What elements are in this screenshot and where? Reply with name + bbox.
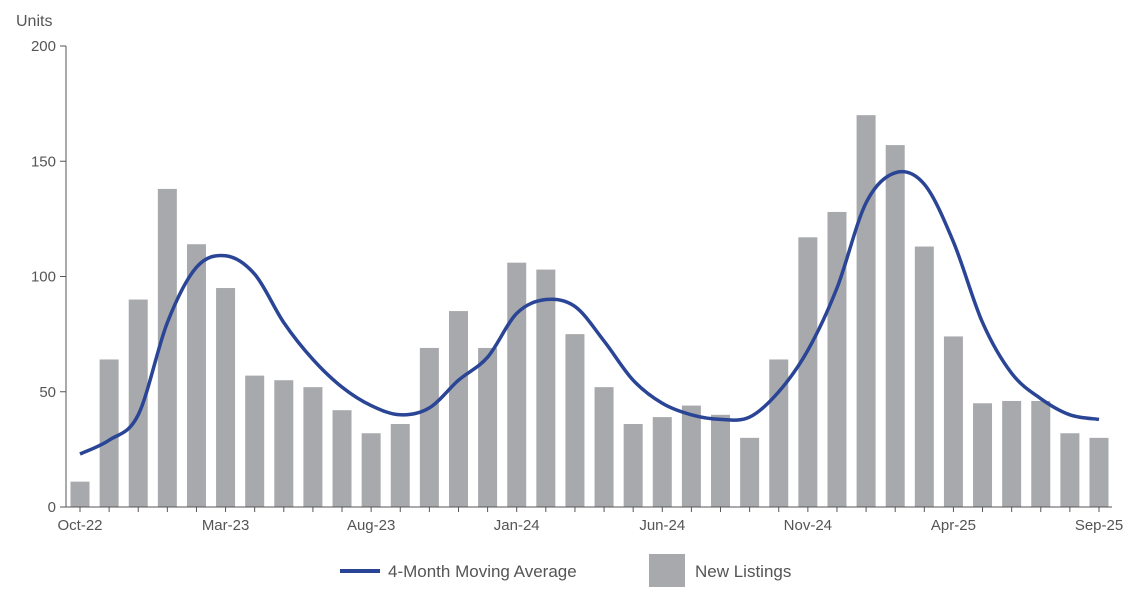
legend: 4-Month Moving Average New Listings <box>340 554 791 587</box>
bar-May-25 <box>973 403 993 507</box>
bar-Jun-24 <box>652 417 672 507</box>
bar-Sep-25 <box>1089 437 1109 507</box>
bar-Jul-25 <box>1031 400 1051 507</box>
bar-Dec-24 <box>827 211 847 507</box>
bar-Jun-23 <box>303 387 323 507</box>
y-axis-label: Units <box>16 13 52 30</box>
bar-Dec-22 <box>128 299 148 507</box>
bar-Aug-24 <box>711 414 731 507</box>
bar-Feb-24 <box>536 269 556 507</box>
x-tick-label: Sep-25 <box>1075 517 1123 534</box>
bar-Mar-24 <box>565 334 585 507</box>
bar-Oct-23 <box>419 347 439 507</box>
bar-Jul-24 <box>681 405 701 507</box>
bar-Mar-23 <box>216 288 236 507</box>
x-tick-label: Mar-23 <box>202 517 250 534</box>
x-tick-label: Jun-24 <box>639 517 685 534</box>
bar-Jul-23 <box>332 410 352 507</box>
bar-Jun-25 <box>1002 400 1022 507</box>
legend-label-moving-average: 4-Month Moving Average <box>388 562 577 581</box>
y-tick-label: 50 <box>39 384 56 401</box>
bar-Nov-24 <box>798 237 818 507</box>
moving-average-line <box>79 169 1100 456</box>
bar-May-23 <box>274 380 294 507</box>
legend-label-new-listings: New Listings <box>695 562 791 581</box>
bar-Apr-25 <box>943 336 963 507</box>
bar-Nov-23 <box>448 311 468 507</box>
x-tick-label: Apr-25 <box>931 517 976 534</box>
bar-Apr-23 <box>245 375 265 507</box>
x-tick-label: Aug-23 <box>347 517 395 534</box>
bar-Aug-25 <box>1060 433 1080 507</box>
bar-Oct-22 <box>70 481 90 507</box>
bar-May-24 <box>623 424 643 507</box>
y-tick-label: 100 <box>31 269 56 286</box>
bar-Mar-25 <box>914 246 934 507</box>
bar-Jan-25 <box>856 115 876 508</box>
legend-swatch-new-listings <box>649 554 685 587</box>
bar-Feb-25 <box>885 145 905 508</box>
bar-Dec-23 <box>478 347 498 507</box>
bar-Feb-23 <box>186 244 206 508</box>
bar-Jan-23 <box>157 188 177 507</box>
bar-Aug-23 <box>361 433 381 507</box>
y-tick-label: 200 <box>31 38 56 55</box>
y-tick-label: 0 <box>48 499 56 516</box>
bar-Apr-24 <box>594 387 614 507</box>
bar-Nov-22 <box>99 359 119 507</box>
bar-Sep-23 <box>390 424 410 507</box>
y-tick-label: 150 <box>31 153 56 170</box>
x-tick-label: Oct-22 <box>57 517 102 534</box>
x-tick-label: Jan-24 <box>494 517 540 534</box>
x-tick-label: Nov-24 <box>784 517 832 534</box>
bar-Sep-24 <box>740 437 760 507</box>
bar-Jan-24 <box>507 262 527 507</box>
